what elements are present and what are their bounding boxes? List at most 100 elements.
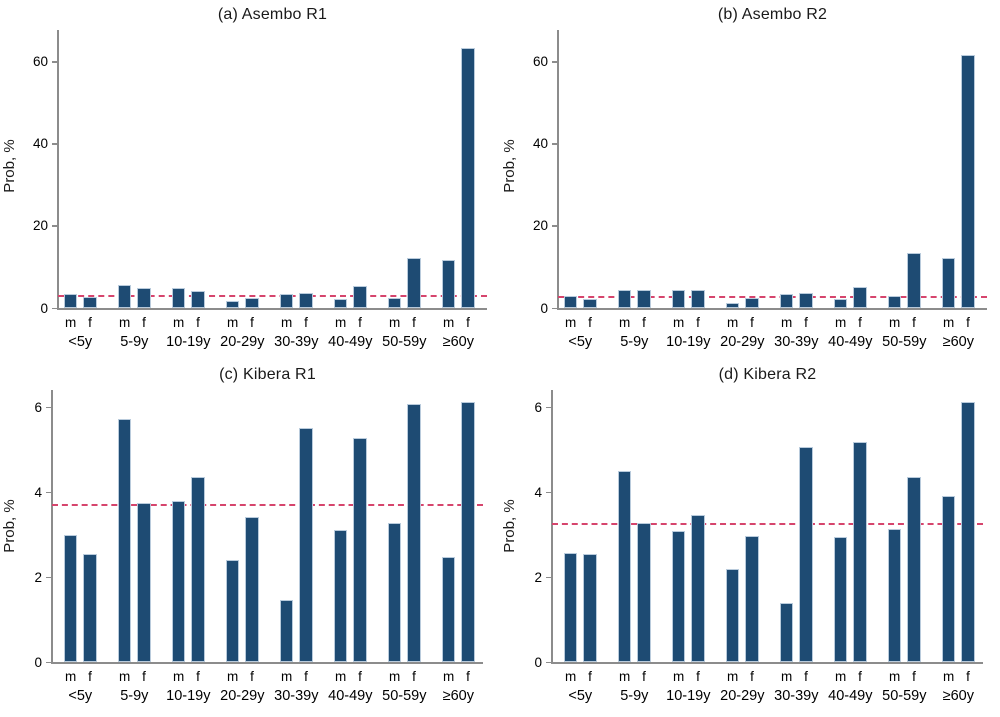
bar-f-30-39y bbox=[299, 428, 313, 662]
sex-label-m: m bbox=[442, 669, 455, 684]
panel-d-kibera-r2: (d) Kibera R2 Prob, % 0 2 4 6 m f <5y m f 5-9y m f 1… bbox=[500, 360, 1000, 717]
y-axis-line bbox=[51, 390, 53, 662]
age-group-label: 50-59y bbox=[882, 688, 927, 704]
age-group-label: 30-39y bbox=[774, 334, 819, 350]
sex-label-f: f bbox=[804, 669, 808, 684]
bar-f-5-9y bbox=[637, 522, 651, 662]
bar-f-30-39y bbox=[799, 447, 813, 662]
y-tick-mark bbox=[552, 307, 557, 309]
bar-f-≥60y bbox=[961, 55, 975, 308]
bar-m-<5y bbox=[63, 534, 78, 662]
bar-f-5-9y bbox=[137, 288, 151, 308]
y-tick-label: 6 bbox=[34, 399, 42, 415]
y-tick-mark bbox=[546, 576, 551, 578]
reference-dashed-line bbox=[552, 522, 983, 525]
age-group-label: 40-49y bbox=[828, 334, 873, 350]
panel-c-title: (c) Kibera R1 bbox=[219, 366, 316, 383]
y-tick-label: 0 bbox=[34, 654, 42, 670]
bar-f-<5y bbox=[583, 298, 597, 308]
y-tick-label: 4 bbox=[34, 484, 42, 500]
sex-label-m: m bbox=[726, 315, 739, 330]
bar-m-40-49y bbox=[833, 536, 848, 662]
age-group-label: 40-49y bbox=[328, 688, 373, 704]
bar-m-10-19y bbox=[171, 287, 186, 308]
sex-label-m: m bbox=[64, 315, 77, 330]
bar-m-40-49y bbox=[333, 530, 348, 662]
bar-m-≥60y bbox=[941, 258, 956, 308]
sex-label-f: f bbox=[642, 315, 646, 330]
sex-label-f: f bbox=[88, 669, 92, 684]
bar-f-40-49y bbox=[853, 287, 867, 308]
bar-f-40-49y bbox=[353, 285, 367, 308]
bar-m-5-9y bbox=[117, 285, 132, 308]
sex-label-m: m bbox=[672, 315, 685, 330]
sex-label-m: m bbox=[280, 315, 293, 330]
x-axis-line bbox=[557, 308, 987, 310]
sex-label-f: f bbox=[588, 315, 592, 330]
bar-m-20-29y bbox=[225, 560, 240, 662]
bar-m-<5y bbox=[563, 295, 578, 308]
bar-f-30-39y bbox=[299, 293, 313, 308]
y-tick-mark bbox=[546, 406, 551, 408]
x-axis-line bbox=[51, 662, 483, 664]
bar-m-5-9y bbox=[117, 418, 132, 662]
sex-label-f: f bbox=[412, 315, 416, 330]
sex-label-f: f bbox=[750, 669, 754, 684]
panel-d-title: (d) Kibera R2 bbox=[718, 366, 817, 383]
sex-label-f: f bbox=[412, 669, 416, 684]
bar-f-10-19y bbox=[191, 477, 205, 662]
age-group-label: 50-59y bbox=[882, 334, 927, 350]
y-axis-line bbox=[551, 390, 553, 662]
y-tick-label: 40 bbox=[32, 136, 48, 152]
sex-label-f: f bbox=[966, 669, 970, 684]
sex-label-f: f bbox=[304, 669, 308, 684]
sex-label-m: m bbox=[564, 669, 577, 684]
bar-m-10-19y bbox=[671, 289, 686, 308]
sex-label-f: f bbox=[912, 669, 916, 684]
sex-label-m: m bbox=[618, 315, 631, 330]
y-tick-label: 20 bbox=[32, 218, 48, 234]
sex-label-m: m bbox=[226, 669, 239, 684]
age-group-label: 30-39y bbox=[274, 688, 319, 704]
age-group-label: 30-39y bbox=[274, 334, 319, 350]
bar-m-50-59y bbox=[887, 529, 902, 662]
sex-label-m: m bbox=[64, 669, 77, 684]
sex-label-m: m bbox=[118, 669, 131, 684]
sex-label-m: m bbox=[888, 315, 901, 330]
age-group-label: <5y bbox=[568, 334, 593, 350]
bar-f-40-49y bbox=[853, 441, 867, 662]
y-tick-label: 0 bbox=[534, 654, 542, 670]
bar-f-10-19y bbox=[691, 289, 705, 308]
y-tick-label: 60 bbox=[32, 54, 48, 70]
panel-d-plot-area: 0 2 4 6 m f <5y m f 5-9y m f 10-19y m f 20-29y m f 30-39y m… bbox=[500, 360, 1000, 717]
age-group-label: 50-59y bbox=[382, 334, 427, 350]
age-group-label: ≥60y bbox=[442, 688, 474, 704]
y-axis-line bbox=[557, 30, 559, 308]
y-tick-label: 6 bbox=[534, 399, 542, 415]
bar-m-20-29y bbox=[225, 301, 240, 308]
sex-label-m: m bbox=[834, 669, 847, 684]
panel-b-asembo-r2: (b) Asembo R2 Prob, % 0 20 40 60 m f <5y m f 5-9y… bbox=[500, 0, 1000, 357]
sex-label-f: f bbox=[358, 669, 362, 684]
sex-label-f: f bbox=[466, 315, 470, 330]
age-group-label: <5y bbox=[568, 688, 593, 704]
bar-m-5-9y bbox=[617, 289, 632, 308]
bar-m-<5y bbox=[63, 293, 78, 308]
bar-m-30-39y bbox=[279, 294, 294, 308]
bar-f-20-29y bbox=[245, 298, 259, 308]
sex-label-m: m bbox=[564, 315, 577, 330]
sex-label-m: m bbox=[118, 315, 131, 330]
sex-label-f: f bbox=[196, 669, 200, 684]
panel-b-title: (b) Asembo R2 bbox=[717, 6, 828, 23]
y-tick-mark bbox=[46, 406, 51, 408]
age-group-label: ≥60y bbox=[942, 688, 974, 704]
age-group-label: 10-19y bbox=[666, 334, 711, 350]
y-tick-mark bbox=[52, 307, 57, 309]
panel-a-title: (a) Asembo R1 bbox=[217, 6, 328, 23]
y-tick-mark bbox=[52, 143, 57, 145]
sex-label-f: f bbox=[250, 315, 254, 330]
panel-c-plot-area: 0 2 4 6 m f <5y m f 5-9y m f 10-19y m f 20-29y m f 30-39y m… bbox=[0, 360, 500, 717]
age-group-label: 20-29y bbox=[720, 334, 765, 350]
bar-f-20-29y bbox=[745, 298, 759, 308]
sex-label-m: m bbox=[672, 669, 685, 684]
